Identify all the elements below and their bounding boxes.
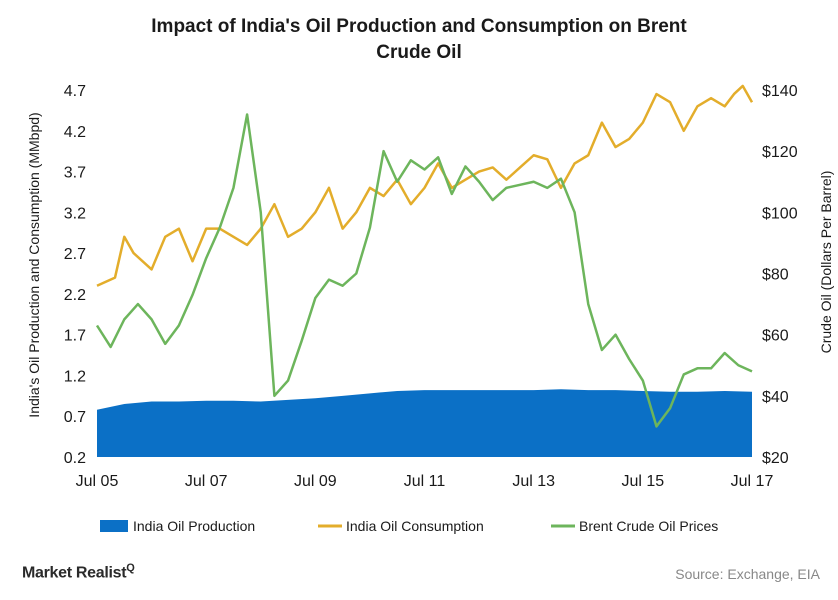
left-tick-label: 1.7 — [64, 328, 86, 345]
production-area-layer — [97, 389, 752, 457]
x-tick-label: Jul 17 — [731, 473, 774, 490]
legend-label-consumption: India Oil Consumption — [346, 518, 484, 534]
source-note: Source: Exchange, EIA — [675, 566, 820, 582]
line-layer — [95, 84, 754, 428]
chart-title-line-2: Crude Oil — [376, 42, 462, 63]
right-tick-label: $40 — [762, 389, 789, 406]
x-tick-label: Jul 13 — [512, 473, 555, 490]
x-tick-label: Jul 15 — [621, 473, 664, 490]
series-consumption-line — [96, 84, 754, 287]
left-tick-label: 3.2 — [64, 205, 86, 222]
left-tick-label: 4.7 — [64, 83, 86, 100]
left-tick-label: 0.7 — [64, 409, 86, 426]
chart-title: Impact of India's Oil Production and Con… — [0, 14, 838, 66]
x-tick-label: Jul 05 — [76, 473, 119, 490]
x-tick-label: Jul 09 — [294, 473, 337, 490]
right-tick-label: $100 — [762, 205, 798, 222]
left-axis-ticks: 0.2 0.7 1.2 1.7 2.2 2.7 3.2 3.7 4.2 4.7 — [64, 83, 86, 467]
chart-title-line-1: Impact of India's Oil Production and Con… — [151, 16, 687, 37]
logo-mark: Q — [126, 562, 135, 574]
right-tick-label: $20 — [762, 450, 789, 467]
legend: India Oil Production India Oil Consumpti… — [100, 518, 718, 534]
right-tick-label: $80 — [762, 267, 789, 284]
right-tick-label: $60 — [762, 328, 789, 345]
x-tick-label: Jul 07 — [185, 473, 228, 490]
logo-text: Market Realist — [22, 564, 127, 582]
x-axis-ticks: Jul 05 Jul 07 Jul 09 Jul 11 Jul 13 Jul 15 Jul … — [76, 473, 774, 490]
legend-label-production: India Oil Production — [133, 518, 255, 534]
left-tick-label: 0.2 — [64, 450, 86, 467]
right-tick-label: $120 — [762, 144, 798, 161]
market-realist-logo: Market RealistQ — [22, 562, 135, 582]
right-axis-title: Crude Oil (Dollars Per Barrel) — [818, 171, 834, 354]
series-brent-line — [95, 113, 753, 428]
x-tick-label: Jul 11 — [404, 473, 446, 490]
right-tick-label: $140 — [762, 83, 798, 100]
left-tick-label: 2.7 — [64, 246, 86, 263]
left-tick-label: 2.2 — [64, 287, 86, 304]
left-tick-label: 4.2 — [64, 124, 86, 141]
left-tick-label: 1.2 — [64, 368, 86, 385]
left-axis-title: India's Oil Production and Consumption (… — [26, 112, 42, 417]
series-production-area — [97, 389, 752, 457]
legend-swatch-production — [100, 520, 128, 532]
right-axis-ticks: $20 $40 $60 $80 $100 $120 $140 — [762, 83, 798, 467]
legend-label-brent: Brent Crude Oil Prices — [579, 518, 718, 534]
left-tick-label: 3.7 — [64, 165, 86, 182]
